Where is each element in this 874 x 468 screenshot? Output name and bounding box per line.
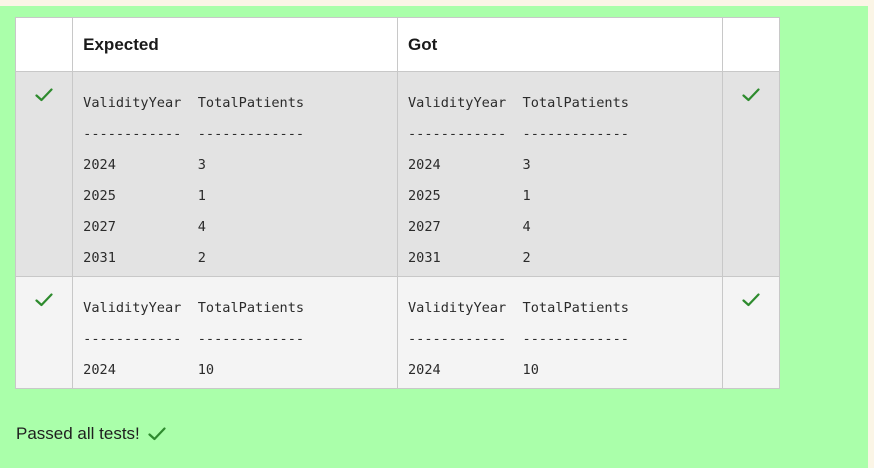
expected-output: ValidityYear TotalPatients ------------ … [83,95,305,266]
header-mark-right [721,17,781,72]
header-mark-left [14,17,74,72]
summary-message: Passed all tests! [16,424,166,444]
row-status-left [14,71,74,277]
got-output-cell: ValidityYear TotalPatients ------------ … [396,71,723,277]
header-got: Got [396,17,723,72]
expected-output-cell: ValidityYear TotalPatients ------------ … [72,276,398,389]
table-header-row: Expected Got [14,17,781,72]
expected-output-cell: ValidityYear TotalPatients ------------ … [72,71,398,277]
expected-output: ValidityYear TotalPatients ------------ … [83,300,305,378]
test-results-panel: Expected Got ValidityYear TotalPatients … [0,6,868,468]
table-row: ValidityYear TotalPatients ------------ … [14,276,781,389]
got-output: ValidityYear TotalPatients ------------ … [407,300,629,378]
check-icon [35,293,53,307]
row-status-left [14,276,74,389]
table-row: ValidityYear TotalPatients ------------ … [14,71,781,277]
row-status-right [721,71,781,277]
check-icon [742,88,760,102]
check-icon [148,427,166,441]
check-icon [742,293,760,307]
check-icon [35,88,53,102]
header-expected: Expected [72,17,398,72]
row-status-right [721,276,781,389]
got-output: ValidityYear TotalPatients ------------ … [407,95,629,266]
test-results-table: Expected Got ValidityYear TotalPatients … [14,17,781,389]
summary-text: Passed all tests! [16,424,140,443]
got-output-cell: ValidityYear TotalPatients ------------ … [396,276,723,389]
